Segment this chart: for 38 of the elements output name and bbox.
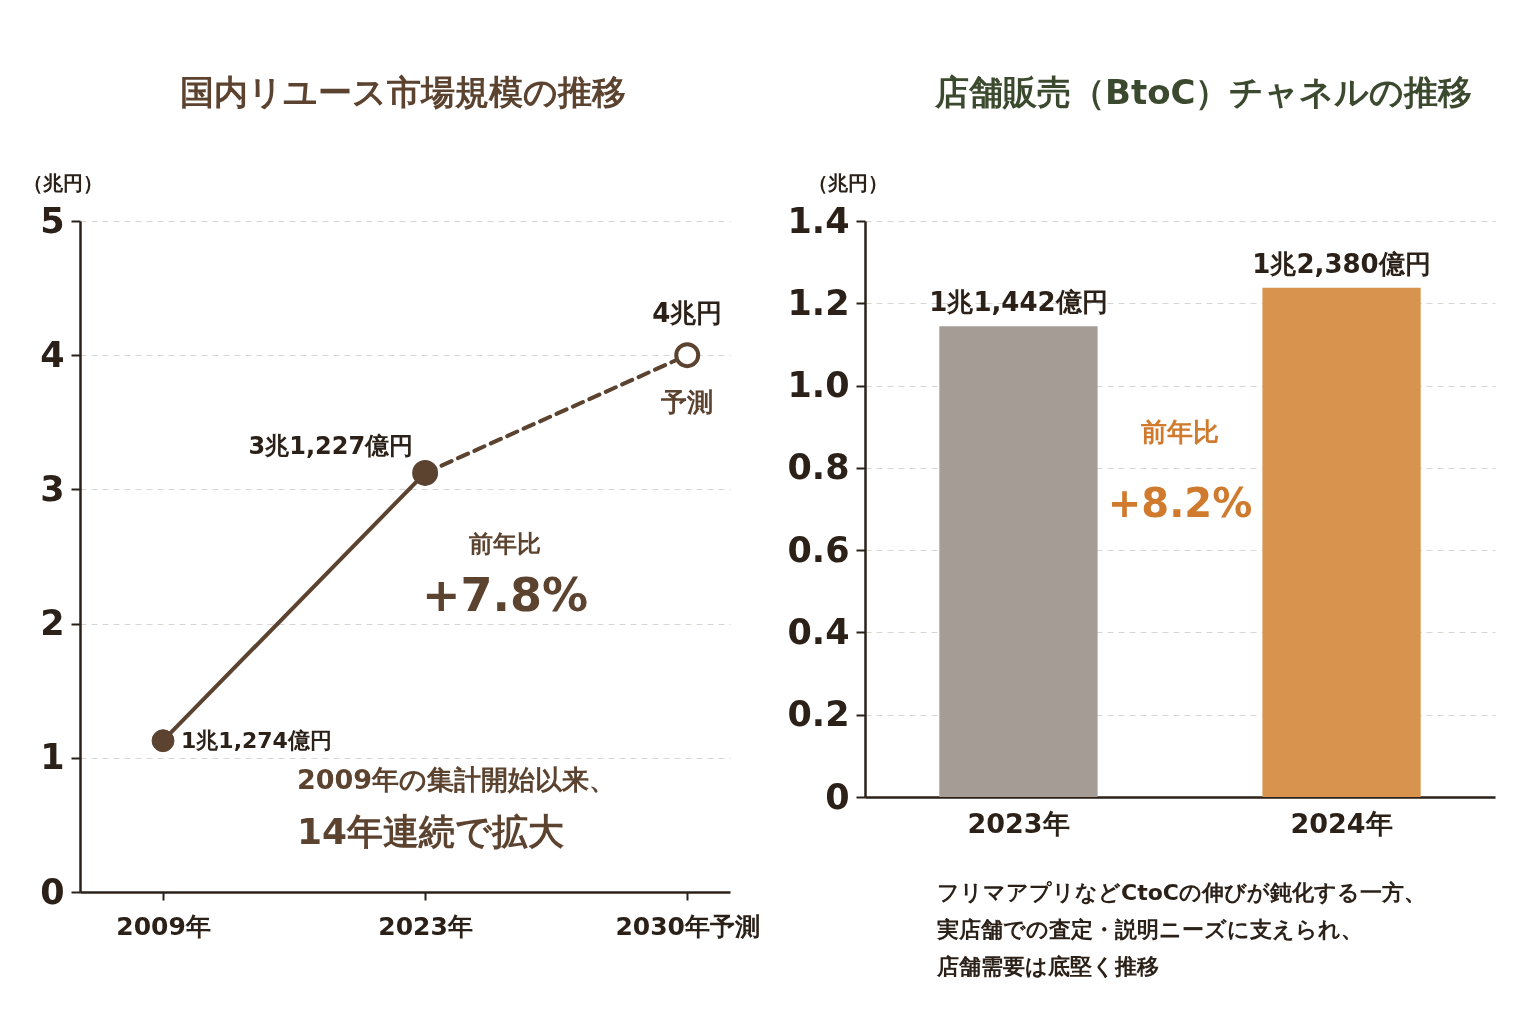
x-tick-label: 2023年 xyxy=(967,807,1070,839)
data-label: 3兆1,227億円 xyxy=(248,431,414,460)
chart-title: 国内リユース市場規模の推移 xyxy=(180,72,626,112)
annotation: +7.8% xyxy=(422,567,589,622)
y-tick-label: 0 xyxy=(825,776,850,817)
data-label: 4兆円 xyxy=(652,298,723,329)
y-tick-label: 5 xyxy=(40,200,65,241)
y-tick-label: 0.8 xyxy=(787,447,850,488)
text: フリマアプリなどCtoCの伸びが鈍化する一方、 xyxy=(937,880,1426,905)
annotation: +8.2% xyxy=(1107,480,1253,526)
data-label: 1兆1,442億円 xyxy=(929,287,1108,318)
x-tick-label: 2024年 xyxy=(1290,807,1393,839)
y-tick-label: 2 xyxy=(40,603,65,644)
data-label: 1兆1,274億円 xyxy=(181,727,332,753)
y-tick-label: 3 xyxy=(40,468,65,509)
chart-title: 店舗販売（BtoC）チャネルの推移 xyxy=(934,72,1473,112)
y-tick-label: 1.2 xyxy=(787,282,850,323)
y-tick-label: 4 xyxy=(40,334,65,375)
y-axis-title: （兆円） xyxy=(807,170,888,195)
x-tick-label: 2030年予測 xyxy=(615,911,761,941)
annotation: 2009年の集計開始以来、 xyxy=(297,764,617,795)
x-tick-label: 2009年 xyxy=(116,911,211,941)
y-tick-label: 1.4 xyxy=(787,200,850,241)
y-tick-label: 1.0 xyxy=(787,365,850,406)
y-tick-label: 0.2 xyxy=(787,694,850,735)
text: 店舗需要は底堅く推移 xyxy=(936,954,1159,979)
data-label: 1兆2,380億円 xyxy=(1252,248,1431,279)
y-tick-label: 0 xyxy=(40,871,65,912)
annotation: 前年比 xyxy=(1140,417,1219,447)
annotation: 予測 xyxy=(660,387,714,418)
annotation: 14年連続で拡大 xyxy=(297,811,565,852)
y-tick-label: 0.4 xyxy=(787,611,850,652)
text: 実店舗での査定・説明ニーズに支えられ、 xyxy=(936,917,1363,942)
y-tick-label: 0.6 xyxy=(787,529,850,570)
x-tick-label: 2023年 xyxy=(378,911,473,941)
y-axis-title: （兆円） xyxy=(22,170,103,195)
annotation: 前年比 xyxy=(468,529,542,558)
y-tick-label: 1 xyxy=(40,737,65,778)
